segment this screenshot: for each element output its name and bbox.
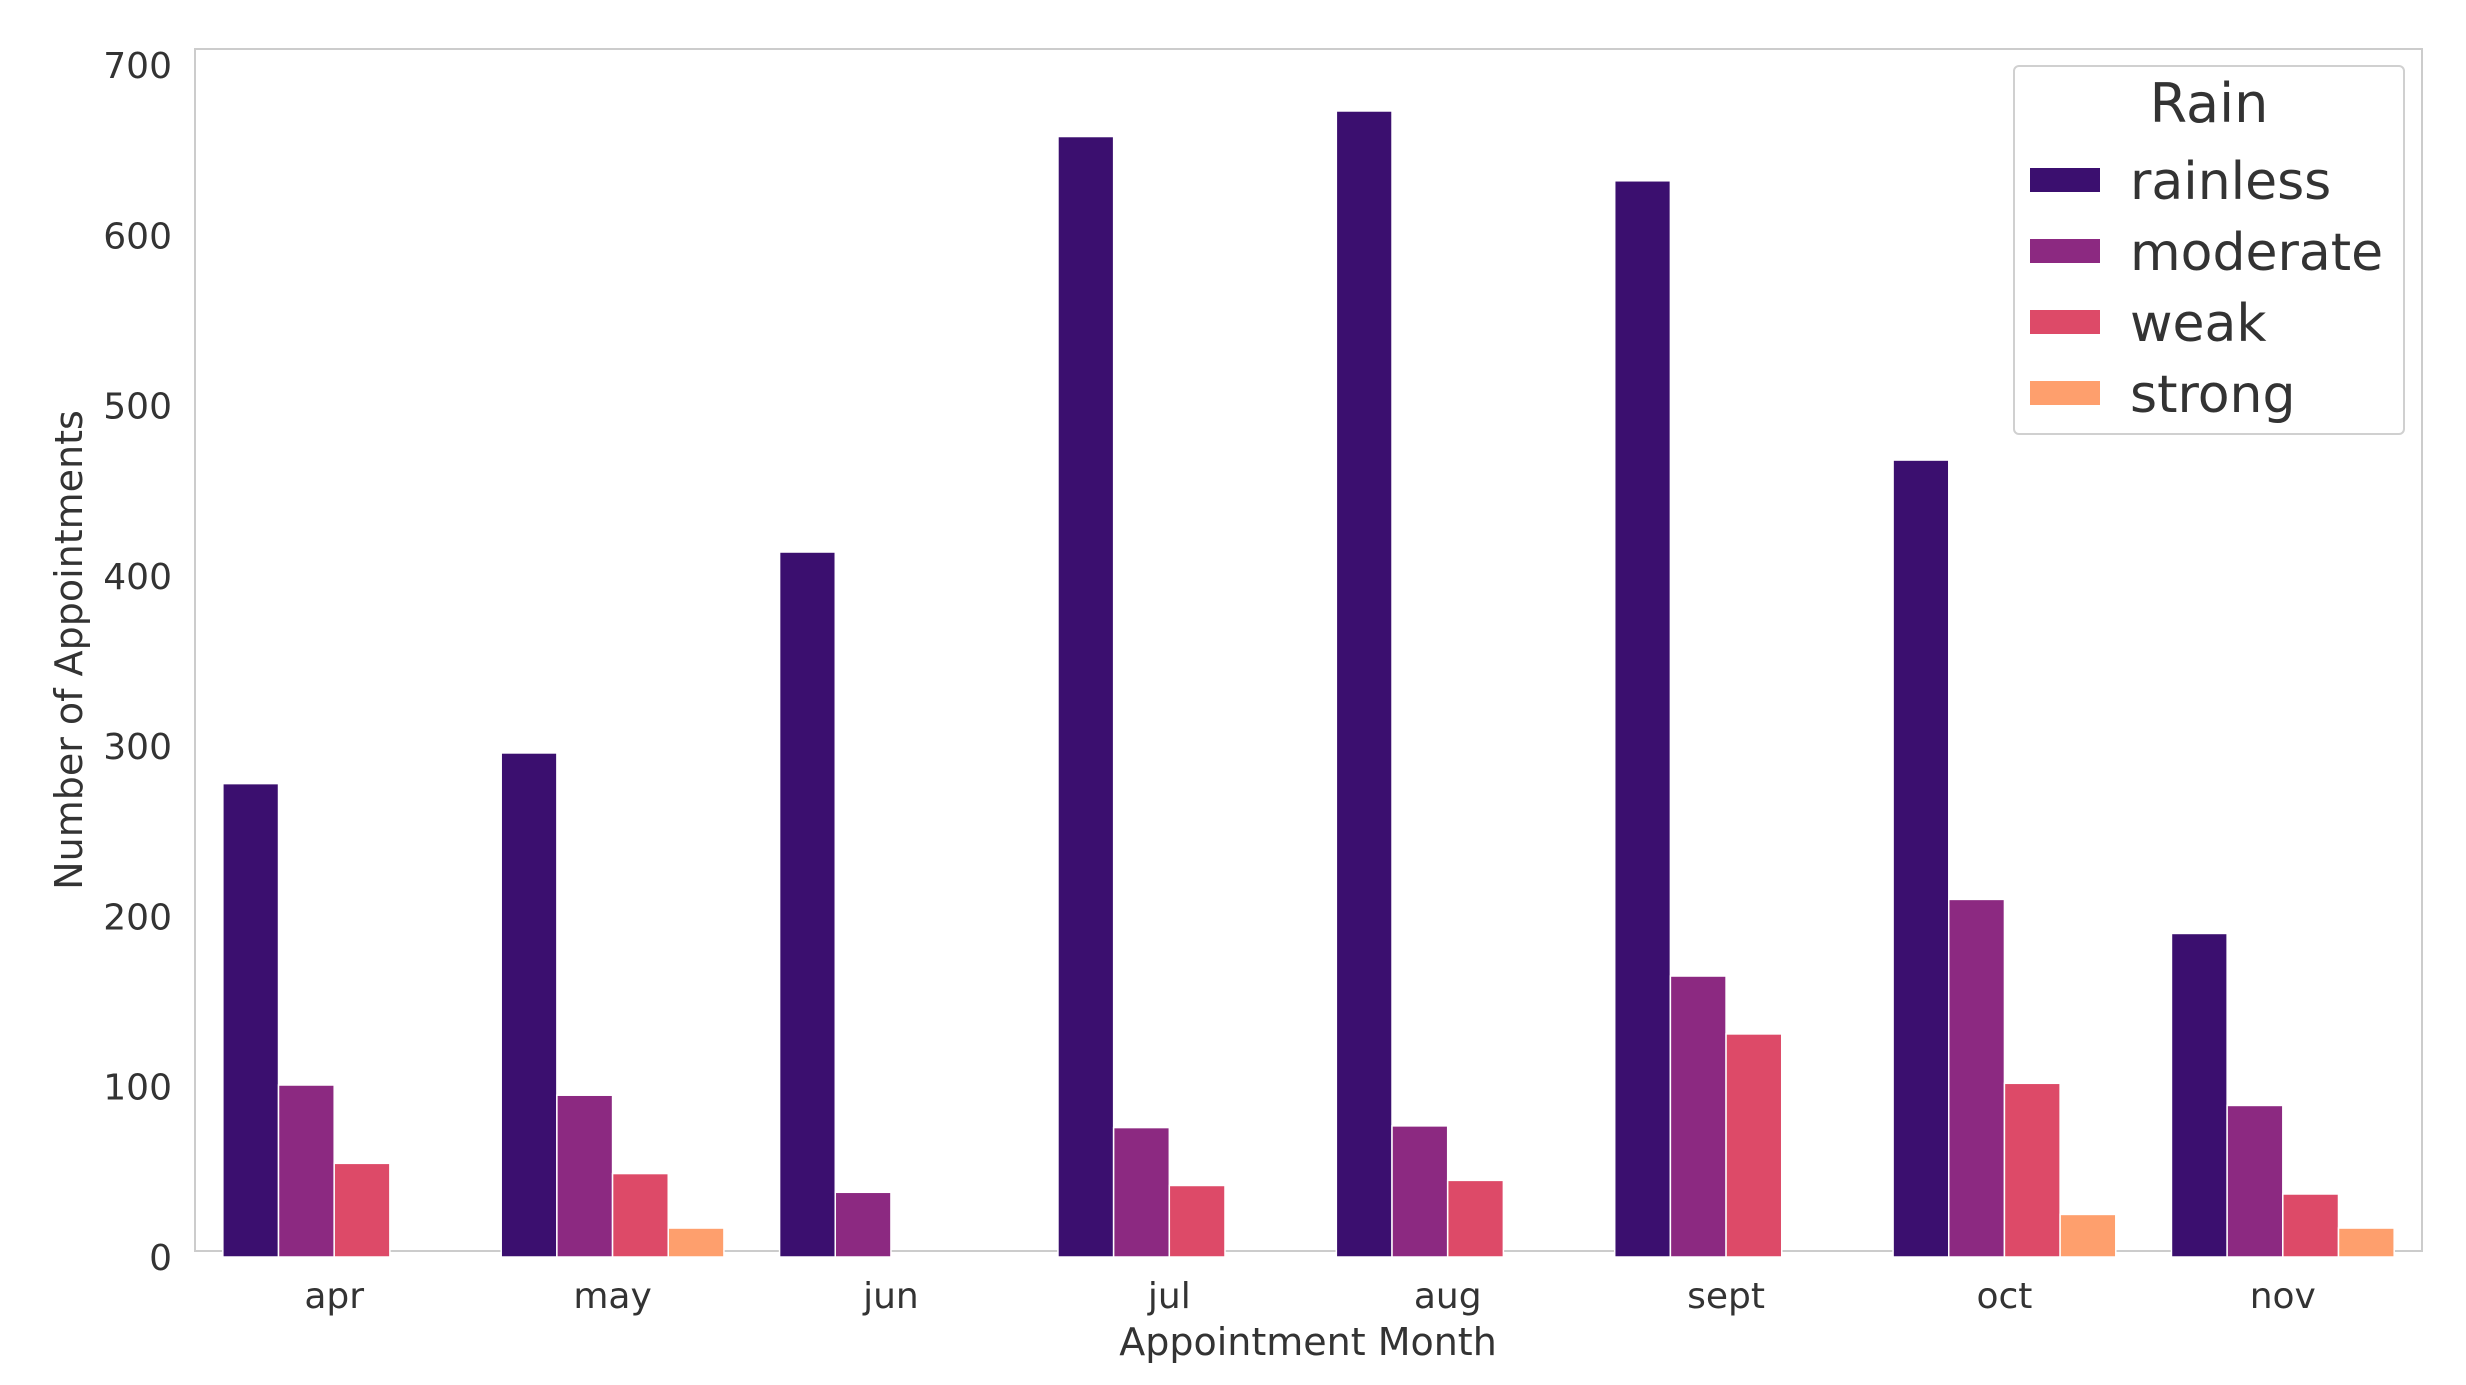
x-axis-label: Appointment Month [1119,1320,1497,1364]
bar-rainless-oct [1892,459,1950,1258]
y-tick-label: 600 [103,216,172,257]
bar-moderate-oct [1948,898,2006,1258]
bar-moderate-nov [2226,1104,2284,1258]
x-tick-label: may [573,1276,651,1317]
x-tick-label: aug [1414,1276,1482,1317]
y-tick-label: 0 [149,1238,172,1279]
bar-rainless-jun [778,551,837,1258]
bar-strong-may [667,1227,725,1258]
bar-rainless-sept [1613,180,1672,1258]
bar-moderate-jun [834,1191,892,1258]
bar-moderate-jul [1112,1126,1171,1258]
bar-weak-apr [333,1162,391,1258]
legend-swatch-moderate [2030,239,2100,263]
bar-moderate-apr [277,1084,335,1258]
x-tick-label: nov [2250,1276,2316,1317]
bar-rainless-jul [1057,135,1115,1258]
bar-moderate-aug [1391,1125,1449,1258]
bar-moderate-sept [1669,975,1727,1258]
x-tick-label: apr [304,1276,364,1317]
bars-layer [222,110,2395,1258]
bar-rainless-may [500,752,558,1258]
x-axis: apr may jun jul aug sept oct nov [304,1276,2316,1317]
y-tick-label: 500 [103,387,172,428]
bar-weak-jul [1168,1184,1226,1258]
y-tick-label: 200 [103,897,172,938]
y-tick-label: 100 [103,1068,172,1109]
y-axis-label: Number of Appointments [47,410,91,890]
x-tick-label: jun [862,1276,919,1317]
bar-weak-oct [2003,1082,2061,1258]
x-tick-label: jul [1147,1276,1191,1317]
legend-items: rainless moderate weak strong [2030,152,2383,425]
legend-label-weak: weak [2130,294,2267,354]
legend-label-rainless: rainless [2130,152,2331,212]
bar-rainless-nov [2170,932,2228,1258]
bar-moderate-may [556,1094,614,1258]
legend: Rain rainless moderate weak strong [2013,65,2405,435]
legend-label-moderate: moderate [2130,223,2383,283]
bar-weak-sept [1725,1033,1783,1258]
legend-swatch-weak [2030,310,2100,334]
legend-swatch-strong [2030,381,2100,405]
bar-strong-oct [2059,1213,2117,1258]
bar-strong-nov [2337,1227,2395,1258]
y-axis: 0 100 200 300 400 500 600 700 [103,46,172,1279]
legend-box [2013,65,2405,435]
legend-swatch-rainless [2030,168,2100,192]
y-tick-label: 300 [103,727,172,768]
y-tick-label: 400 [103,557,172,598]
legend-title: Rain [2150,72,2269,135]
bar-rainless-apr [222,782,280,1258]
x-tick-label: oct [1976,1276,2032,1317]
bar-weak-aug [1446,1179,1505,1258]
bar-weak-may [611,1172,669,1258]
bar-rainless-aug [1335,110,1393,1258]
bar-weak-nov [2282,1193,2340,1258]
y-tick-label: 700 [103,46,172,87]
legend-label-strong: strong [2130,365,2296,425]
x-tick-label: sept [1687,1276,1765,1317]
